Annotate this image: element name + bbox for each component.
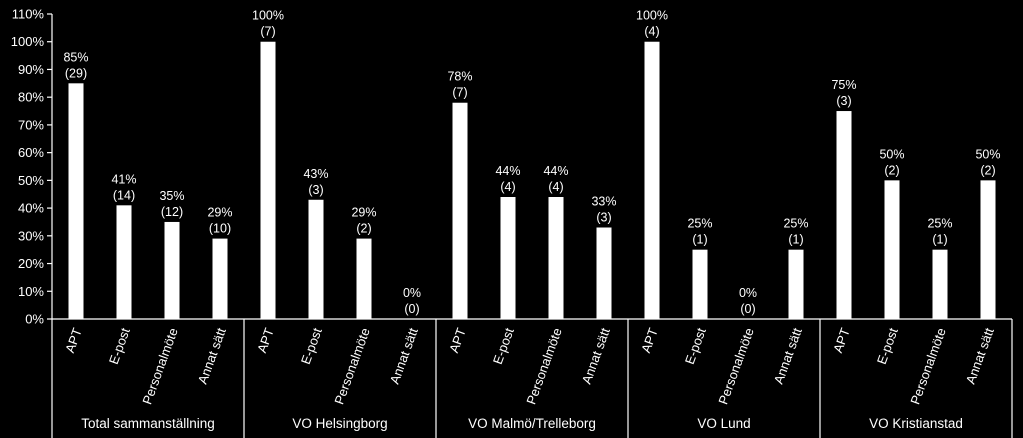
y-tick-label: 80% bbox=[18, 90, 44, 105]
bar bbox=[116, 205, 132, 319]
data-label-percent: 44% bbox=[543, 164, 568, 178]
bar bbox=[212, 238, 228, 319]
bar bbox=[692, 249, 708, 319]
y-tick-label: 60% bbox=[18, 145, 44, 160]
y-tick-label: 40% bbox=[18, 201, 44, 216]
y-tick-label: 110% bbox=[12, 7, 45, 22]
data-label-percent: 0% bbox=[739, 286, 757, 300]
bar bbox=[596, 227, 612, 319]
y-tick-label: 20% bbox=[18, 256, 44, 271]
data-label-count: (7) bbox=[452, 86, 467, 100]
data-label-count: (10) bbox=[209, 222, 231, 236]
data-label-count: (1) bbox=[788, 233, 803, 247]
data-label-percent: 50% bbox=[879, 147, 904, 161]
data-label-percent: 25% bbox=[927, 217, 952, 231]
data-label-count: (7) bbox=[260, 25, 275, 39]
bar bbox=[308, 199, 324, 319]
data-label-count: (3) bbox=[836, 94, 851, 108]
bar bbox=[788, 249, 804, 319]
group-label: Total sammanställning bbox=[81, 416, 215, 431]
y-tick-label: 90% bbox=[18, 62, 44, 77]
bar bbox=[356, 238, 372, 319]
data-label-count: (0) bbox=[404, 302, 419, 316]
data-label-percent: 0% bbox=[403, 286, 421, 300]
data-label-count: (2) bbox=[356, 222, 371, 236]
data-label-percent: 75% bbox=[831, 78, 856, 92]
y-tick-label: 30% bbox=[18, 228, 44, 243]
data-label-percent: 85% bbox=[63, 50, 88, 64]
data-label-count: (2) bbox=[980, 163, 995, 177]
value-labels: 85% (29) 41% (14) 35% (12) 29% (10) 100% (7) 43% (3… bbox=[63, 9, 1000, 316]
bar bbox=[500, 197, 516, 319]
data-label-count: (14) bbox=[113, 188, 135, 202]
data-label-percent: 41% bbox=[111, 172, 136, 186]
bar bbox=[932, 249, 948, 319]
data-label-count: (4) bbox=[500, 180, 515, 194]
data-label-count: (2) bbox=[884, 163, 899, 177]
data-label-percent: 33% bbox=[591, 195, 616, 209]
y-axis: 0% 10% 20% 30% 40% 50% 60% 70% 80% 90% 100% 110% bbox=[11, 7, 53, 327]
bar bbox=[836, 111, 852, 319]
group-label: VO Malmö/Trelleborg bbox=[468, 416, 596, 431]
data-label-percent: 29% bbox=[207, 206, 232, 220]
data-label-count: (12) bbox=[161, 205, 183, 219]
bar bbox=[260, 41, 276, 320]
bars bbox=[68, 41, 996, 320]
data-label-percent: 35% bbox=[159, 189, 184, 203]
data-label-count: (0) bbox=[740, 302, 755, 316]
group-label: VO Helsingborg bbox=[292, 416, 387, 431]
bar bbox=[452, 102, 468, 320]
data-label-percent: 44% bbox=[495, 164, 520, 178]
y-tick-label: 50% bbox=[18, 173, 44, 188]
group-label: VO Kristianstad bbox=[869, 416, 963, 431]
data-label-percent: 50% bbox=[975, 147, 1000, 161]
bar bbox=[644, 41, 660, 320]
y-tick-label: 0% bbox=[25, 312, 44, 327]
bar bbox=[68, 83, 84, 320]
data-label-percent: 25% bbox=[783, 217, 808, 231]
y-tick-label: 100% bbox=[11, 34, 45, 49]
data-label-count: (3) bbox=[308, 183, 323, 197]
bar bbox=[980, 180, 996, 319]
y-tick-label: 70% bbox=[18, 117, 44, 132]
y-tick-label: 10% bbox=[18, 284, 44, 299]
data-label-percent: 100% bbox=[252, 9, 284, 23]
bar bbox=[548, 197, 564, 319]
data-label-percent: 29% bbox=[351, 206, 376, 220]
data-label-count: (29) bbox=[65, 66, 87, 80]
bar bbox=[164, 221, 180, 319]
data-label-percent: 100% bbox=[636, 9, 668, 23]
data-label-percent: 43% bbox=[303, 167, 328, 181]
data-label-count: (1) bbox=[932, 233, 947, 247]
group-label: VO Lund bbox=[697, 416, 750, 431]
bar bbox=[884, 180, 900, 319]
data-label-percent: 25% bbox=[687, 217, 712, 231]
data-label-count: (3) bbox=[596, 211, 611, 225]
data-label-count: (1) bbox=[692, 233, 707, 247]
data-label-count: (4) bbox=[548, 180, 563, 194]
data-label-count: (4) bbox=[644, 25, 659, 39]
data-label-percent: 78% bbox=[447, 70, 472, 84]
